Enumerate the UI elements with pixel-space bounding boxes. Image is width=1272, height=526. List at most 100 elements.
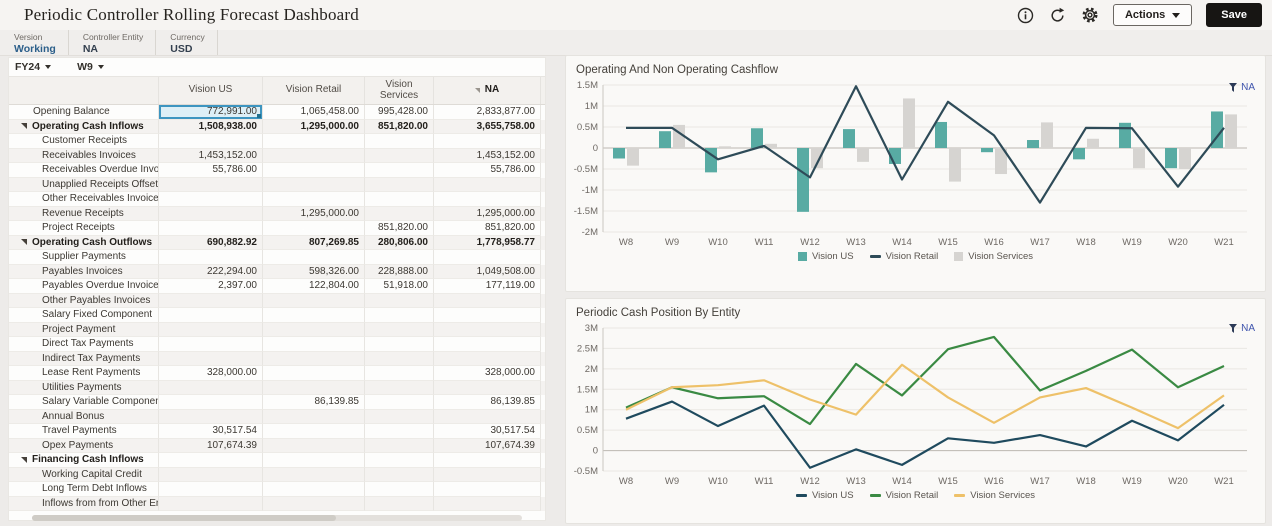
row-label[interactable]: Project Payment (9, 322, 159, 337)
grid-cell[interactable] (263, 380, 365, 395)
pov-entity-value[interactable]: NA (82, 43, 98, 55)
grid-cell[interactable]: 995,428.00 (365, 105, 434, 120)
grid-cell[interactable] (365, 380, 434, 395)
scrollbar-thumb[interactable] (32, 515, 336, 521)
legend-item-vision-us[interactable]: Vision US (798, 251, 854, 262)
grid-cell[interactable] (365, 308, 434, 323)
grid-cell[interactable] (365, 395, 434, 410)
save-button[interactable]: Save (1206, 3, 1262, 27)
row-label[interactable]: Indirect Tax Payments (9, 351, 159, 366)
grid-cell[interactable]: 3,655,758.00 (434, 119, 541, 134)
grid-cell[interactable]: 55,786.00 (159, 163, 263, 178)
grid-cell[interactable] (434, 453, 541, 468)
row-label[interactable]: Payables Invoices (9, 264, 159, 279)
column-header-na[interactable]: NA (434, 77, 541, 104)
grid-cell[interactable]: 1,295,000.00 (434, 206, 541, 221)
grid-cell[interactable] (159, 453, 263, 468)
grid-cell[interactable] (365, 424, 434, 439)
chart-filter-link[interactable]: NA (1229, 323, 1255, 334)
grid-cell[interactable] (159, 409, 263, 424)
grid-cell[interactable] (263, 308, 365, 323)
grid-cell[interactable] (365, 438, 434, 453)
grid-cell[interactable]: 86,139.85 (434, 395, 541, 410)
grid-cell[interactable] (365, 482, 434, 497)
row-label[interactable]: Payables Overdue Invoices (9, 279, 159, 294)
grid-cell[interactable]: 1,065,458.00 (263, 105, 365, 120)
grid-cell[interactable] (434, 496, 541, 511)
row-label[interactable]: Operating Cash Inflows (9, 119, 159, 134)
row-label[interactable]: Travel Payments (9, 424, 159, 439)
expand-collapse-icon[interactable] (21, 239, 27, 246)
grid-cell[interactable] (263, 177, 365, 192)
grid-cell[interactable]: 328,000.00 (159, 366, 263, 381)
grid-cell[interactable] (365, 192, 434, 207)
grid-cell[interactable]: 1,453,152.00 (434, 148, 541, 163)
row-label[interactable]: Direct Tax Payments (9, 337, 159, 352)
grid-cell[interactable]: 30,517.54 (434, 424, 541, 439)
grid-cell[interactable] (365, 467, 434, 482)
column-header-vision-retail[interactable]: Vision Retail (263, 77, 365, 104)
grid-cell[interactable] (365, 177, 434, 192)
grid-cell[interactable] (365, 250, 434, 265)
grid-cell[interactable]: 851,820.00 (434, 221, 541, 236)
grid-cell[interactable]: 1,453,152.00 (159, 148, 263, 163)
row-label[interactable]: Opening Balance (9, 105, 159, 120)
grid-cell[interactable]: 1,295,000.00 (263, 206, 365, 221)
grid-cell[interactable]: 30,517.54 (159, 424, 263, 439)
grid-cell[interactable] (434, 134, 541, 149)
grid-cell[interactable]: 2,397.00 (159, 279, 263, 294)
grid-cell[interactable] (159, 134, 263, 149)
grid-cell[interactable] (159, 192, 263, 207)
grid-cell[interactable]: 2,833,877.00 (434, 105, 541, 120)
grid-cell[interactable] (263, 192, 365, 207)
row-label[interactable]: Operating Cash Outflows (9, 235, 159, 250)
grid-cell[interactable] (365, 351, 434, 366)
grid-cell[interactable] (159, 308, 263, 323)
grid-cell[interactable]: 122,804.00 (263, 279, 365, 294)
row-label[interactable]: Salary Fixed Component (9, 308, 159, 323)
grid-cell[interactable]: 851,820.00 (365, 221, 434, 236)
grid-cell[interactable] (159, 467, 263, 482)
grid-cell[interactable] (263, 322, 365, 337)
pov-currency[interactable]: Currency USD (156, 30, 218, 55)
pov-currency-value[interactable]: USD (170, 43, 193, 55)
grid-cell[interactable] (159, 293, 263, 308)
row-label[interactable]: Working Capital Credit (9, 467, 159, 482)
grid-cell[interactable] (434, 322, 541, 337)
row-label[interactable]: Revenue Receipts (9, 206, 159, 221)
grid-cell[interactable] (159, 351, 263, 366)
grid-cell[interactable]: 1,295,000.00 (263, 119, 365, 134)
row-label[interactable]: Unapplied Receipts Offset (9, 177, 159, 192)
grid-cell[interactable] (365, 366, 434, 381)
grid-cell[interactable] (159, 250, 263, 265)
grid-cell[interactable] (434, 351, 541, 366)
legend-item-vision-retail[interactable]: Vision Retail (869, 490, 938, 501)
grid-cell[interactable] (263, 366, 365, 381)
grid-cell[interactable]: 228,888.00 (365, 264, 434, 279)
row-label[interactable]: Inflows from from Other Entities (9, 496, 159, 511)
grid-cell[interactable] (365, 322, 434, 337)
grid-cell[interactable]: 55,786.00 (434, 163, 541, 178)
gear-icon[interactable] (1081, 6, 1099, 24)
row-label[interactable]: Project Receipts (9, 221, 159, 236)
pov-version-value[interactable]: Working (14, 43, 56, 55)
expand-collapse-icon[interactable] (21, 456, 27, 463)
grid-cell[interactable] (434, 337, 541, 352)
grid-cell[interactable] (365, 496, 434, 511)
row-label[interactable]: Supplier Payments (9, 250, 159, 265)
grid-cell[interactable] (263, 409, 365, 424)
grid-cell[interactable] (365, 453, 434, 468)
grid-cell[interactable]: 807,269.85 (263, 235, 365, 250)
grid-cell[interactable] (434, 177, 541, 192)
row-label[interactable]: Receivables Overdue Invoices (9, 163, 159, 178)
grid-cell[interactable]: 328,000.00 (434, 366, 541, 381)
grid-cell[interactable] (159, 337, 263, 352)
grid-cell[interactable] (434, 482, 541, 497)
grid-cell[interactable] (365, 134, 434, 149)
grid-cell[interactable]: 851,820.00 (365, 119, 434, 134)
grid-cell[interactable]: 107,674.39 (434, 438, 541, 453)
grid-cell[interactable] (365, 293, 434, 308)
row-label[interactable]: Receivables Invoices (9, 148, 159, 163)
row-label[interactable]: Annual Bonus (9, 409, 159, 424)
grid-cell[interactable] (159, 482, 263, 497)
